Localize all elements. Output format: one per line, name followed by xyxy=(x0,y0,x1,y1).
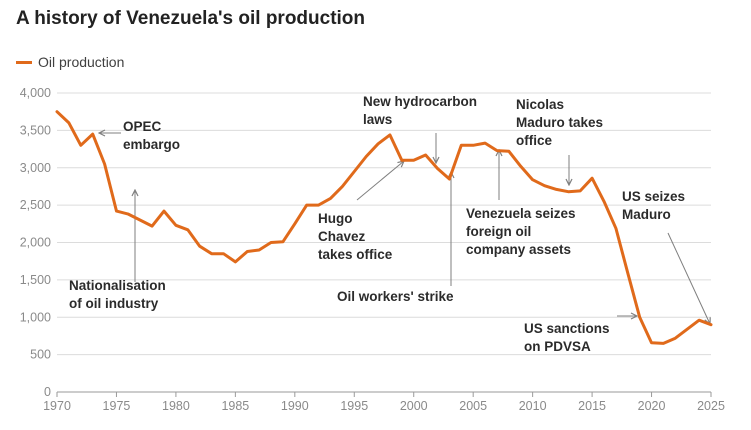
x-tick-label: 1980 xyxy=(162,399,190,413)
annotation-line: US sanctions xyxy=(524,321,610,336)
annotation-line: Nicolas xyxy=(516,97,564,112)
annotation-line: Hugo xyxy=(318,211,353,226)
x-tick-label: 1970 xyxy=(43,399,71,413)
annotation-arrow xyxy=(667,232,710,324)
legend: Oil production xyxy=(16,54,124,70)
annotation-line: Maduro xyxy=(622,207,671,222)
oil-production-line xyxy=(55,110,713,345)
y-tick-label: 3,500 xyxy=(20,123,51,137)
annotation-line: Venezuela seizes xyxy=(466,206,576,221)
y-tick-label: 1,500 xyxy=(20,273,51,287)
annotation-line: Maduro takes xyxy=(516,115,603,130)
x-tick-label: 2000 xyxy=(400,399,428,413)
x-tick-label: 2025 xyxy=(697,399,725,413)
annotation-line: of oil industry xyxy=(69,296,159,311)
annotation-label: Venezuela seizes foreign oil company asset… xyxy=(466,206,576,257)
annotation-label: US sanctions on PDVSA xyxy=(524,321,610,354)
annotation-line: takes office xyxy=(318,247,393,262)
annotation-label: New hydrocarbon laws xyxy=(363,94,477,127)
annotation-line: Oil workers' strike xyxy=(337,289,454,304)
annotation-line: company assets xyxy=(466,242,571,257)
gridlines xyxy=(57,92,711,393)
annotation-line: US seizes xyxy=(622,189,685,204)
annotation-line: foreign oil xyxy=(466,224,531,239)
annotation-line: New hydrocarbon xyxy=(363,94,477,109)
legend-swatch xyxy=(16,60,32,64)
y-tick-label: 0 xyxy=(44,385,51,399)
annotation-arrow xyxy=(356,161,404,201)
annotation-line: office xyxy=(516,133,552,148)
annotation-label: Oil workers' strike xyxy=(337,289,454,304)
annotation-line: on PDVSA xyxy=(524,339,591,354)
x-tick-label: 2010 xyxy=(519,399,547,413)
y-tick-label: 2,000 xyxy=(20,236,51,250)
legend-label: Oil production xyxy=(38,54,125,70)
annotation-label: Hugo Chavez takes office xyxy=(318,211,393,262)
x-tick-label: 1985 xyxy=(221,399,249,413)
annotations: OPEC embargo Nationalisation of oil industr… xyxy=(69,94,685,354)
annotation-line: OPEC xyxy=(123,119,162,134)
annotation-label: OPEC embargo xyxy=(123,119,180,152)
x-tick-label: 2005 xyxy=(459,399,487,413)
x-tick-label: 1995 xyxy=(340,399,368,413)
x-tick-label: 1990 xyxy=(281,399,309,413)
annotation-label: US seizes Maduro xyxy=(622,189,685,222)
y-tick-label: 500 xyxy=(30,348,51,362)
y-tick-label: 1,000 xyxy=(20,310,51,324)
y-axis: 0 500 1,000 1,500 2,000 2,500 3,000 3,500 4,000 xyxy=(20,86,51,399)
annotation-arrows xyxy=(99,133,710,324)
x-tick-label: 1975 xyxy=(103,399,131,413)
series xyxy=(55,110,713,345)
annotation-label: Nicolas Maduro takes office xyxy=(516,97,603,148)
annotation-line: laws xyxy=(363,112,392,127)
chart-title: A history of Venezuela's oil production xyxy=(16,8,366,29)
y-tick-label: 2,500 xyxy=(20,198,51,212)
annotation-line: embargo xyxy=(123,137,180,152)
y-tick-label: 4,000 xyxy=(20,86,51,100)
annotation-line: Chavez xyxy=(318,229,366,244)
y-tick-label: 3,000 xyxy=(20,161,51,175)
x-tick-label: 2020 xyxy=(638,399,666,413)
x-axis: 1970 1975 1980 1985 1990 1995 2000 2005 2010 2015… xyxy=(43,392,725,413)
annotation-line: Nationalisation xyxy=(69,278,166,293)
annotation-label: Nationalisation of oil industry xyxy=(69,278,166,311)
x-tick-label: 2015 xyxy=(578,399,606,413)
